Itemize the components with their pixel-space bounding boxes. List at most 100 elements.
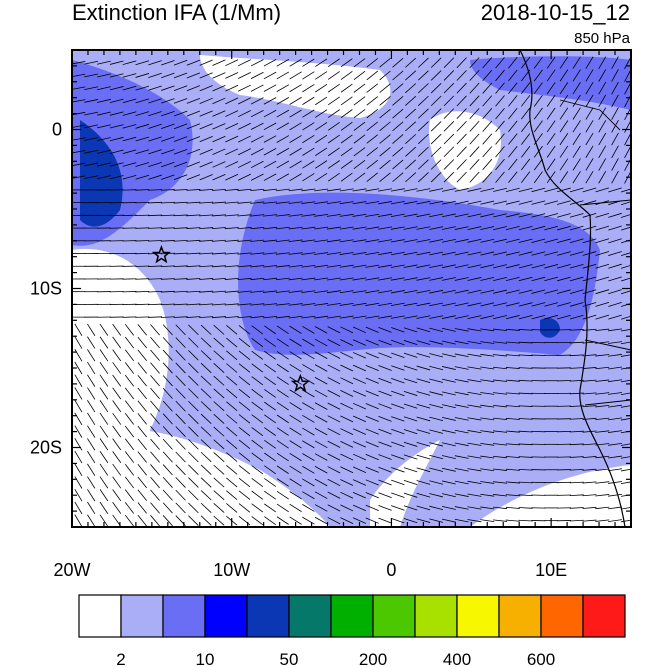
wind-barb (238, 439, 251, 449)
wind-barb (493, 226, 507, 231)
wind-barb (454, 302, 469, 307)
wind-barb (186, 252, 201, 255)
wind-barb (585, 132, 594, 146)
wind-barb (353, 121, 366, 131)
colorbar-swatch (330, 594, 374, 638)
wind-barb (518, 481, 533, 484)
wind-barb (620, 354, 631, 357)
wind-barb (199, 174, 213, 181)
wind-barb (521, 95, 531, 107)
wind-barb (238, 110, 251, 118)
wind-barb (518, 519, 533, 522)
wind-barb (480, 213, 495, 218)
wind-barb (533, 69, 543, 82)
wind-barb (469, 82, 480, 94)
wind-barb (87, 361, 96, 375)
wind-barb (326, 213, 341, 217)
wind-barb (251, 490, 264, 500)
wind-barb (391, 390, 405, 397)
wind-barb (595, 379, 610, 382)
wind-barb (482, 95, 493, 107)
wind-barb (392, 96, 404, 106)
wind-barb (624, 56, 631, 70)
wind-barb (226, 452, 238, 462)
wind-barb (275, 303, 290, 306)
wind-barb (391, 517, 405, 524)
wind-barb (135, 240, 150, 242)
wind-barb (416, 289, 431, 294)
wind-barb (237, 188, 252, 191)
wind-barb (365, 264, 380, 268)
wind-barb (109, 73, 124, 78)
wind-barb (518, 354, 533, 357)
wind-barb (353, 172, 366, 182)
wind-barb (378, 479, 392, 486)
station-ascension-star-icon (151, 244, 171, 264)
wind-barb (505, 302, 520, 307)
wind-barb (263, 122, 277, 131)
wind-barb (392, 134, 404, 144)
wind-barb (392, 121, 404, 132)
wind-barb (148, 85, 162, 91)
wind-barb (175, 362, 186, 374)
wind-barb (289, 338, 302, 347)
wind-barb (276, 97, 290, 105)
wind-barb (250, 59, 264, 67)
wind-barb (301, 315, 316, 319)
wind-barb (289, 452, 302, 462)
wind-barb (521, 82, 531, 94)
wind-barb (378, 403, 392, 410)
wind-barb (467, 442, 482, 446)
wind-barb (264, 478, 276, 487)
wind-barb (518, 315, 533, 320)
wind-barb (238, 84, 251, 92)
wind-barb (505, 481, 520, 484)
wind-barb (137, 464, 147, 476)
wind-barb (314, 290, 329, 294)
wind-barb (557, 213, 571, 218)
wind-barb (340, 172, 353, 182)
wind-barb (74, 412, 83, 426)
wind-barb (276, 351, 289, 360)
wind-barb (339, 277, 354, 281)
wind-barb (250, 316, 265, 319)
wind-barb (531, 264, 546, 269)
wind-barb (391, 327, 405, 333)
coastline-africa (519, 50, 631, 527)
wind-barb (122, 149, 137, 155)
wind-barb (608, 481, 623, 484)
wind-barb (213, 401, 225, 412)
wind-barb (72, 150, 86, 154)
wind-barb (505, 213, 520, 218)
wind-barb (582, 225, 597, 231)
wind-barb (417, 133, 429, 145)
wind-barb (585, 120, 594, 133)
wind-barb (403, 467, 418, 473)
wind-barb (226, 414, 238, 424)
wind-barb (482, 57, 493, 69)
wind-barb (429, 251, 444, 256)
wind-barb (366, 172, 379, 182)
colorbar-label: 600 (527, 650, 555, 667)
wind-barb (263, 315, 278, 319)
wind-barb (186, 97, 201, 104)
wind-barb (417, 70, 429, 81)
wind-barb (211, 277, 226, 280)
wind-barb (276, 440, 289, 449)
wind-barb (405, 70, 417, 81)
colorbar-label: 50 (280, 650, 299, 667)
wind-barb (327, 402, 341, 410)
wind-barb (467, 264, 482, 269)
wind-barb (226, 426, 238, 437)
wind-barb (148, 149, 162, 155)
wind-barb (429, 378, 444, 383)
wind-barb (276, 452, 289, 462)
wind-barb (148, 278, 163, 280)
wind-barb (366, 147, 379, 157)
wind-barb (162, 375, 173, 387)
wind-barb (200, 439, 212, 450)
wind-barb (482, 133, 493, 145)
wind-barb (533, 158, 543, 171)
wind-barb (493, 506, 508, 510)
wind-barb (585, 171, 594, 184)
